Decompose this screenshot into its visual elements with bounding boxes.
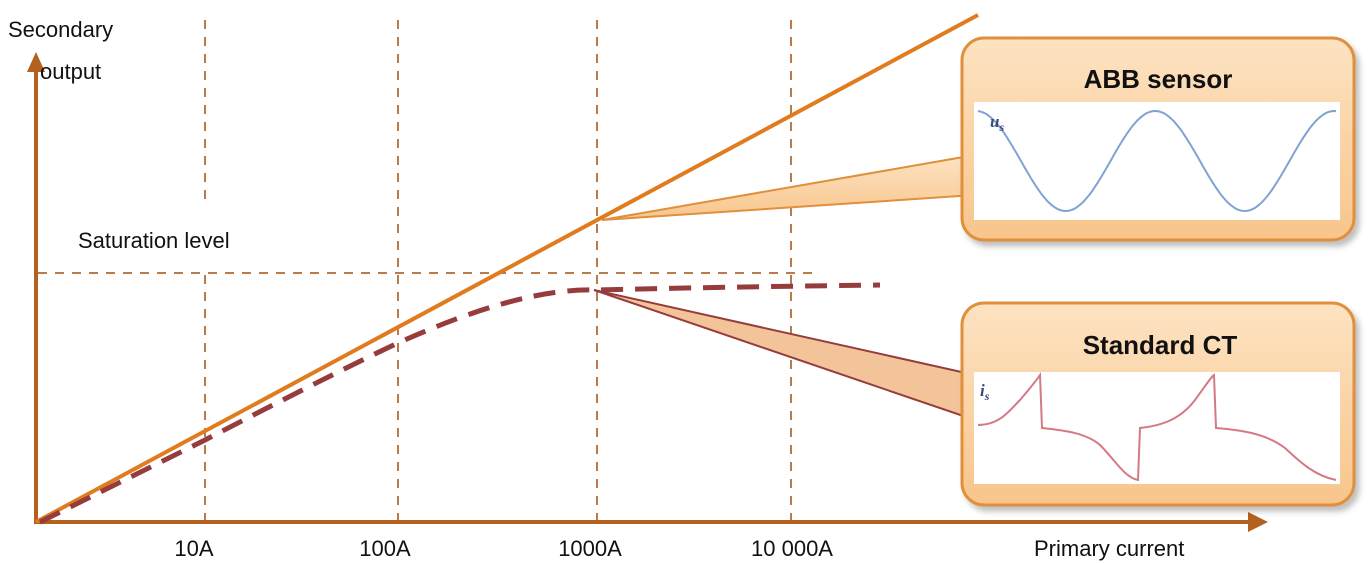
ct-signal-label: is — [980, 381, 990, 403]
ct-callout-pointer — [593, 289, 976, 422]
x-tick-10000a: 10 000A — [751, 536, 833, 561]
sensor-waveform — [977, 109, 1337, 213]
sensor-signal-label: us — [990, 112, 1004, 134]
y-axis-label-line2: output — [40, 59, 101, 84]
y-axis-label-line1: Secondary — [8, 17, 113, 42]
x-axis-arrow — [1248, 512, 1268, 532]
x-tick-100a: 100A — [359, 536, 411, 561]
ct-callout-title: Standard CT — [1083, 330, 1238, 360]
vertical-gridlines — [204, 20, 792, 522]
sensor-linear-line — [35, 13, 979, 524]
axes — [27, 52, 1268, 532]
x-axis-label: Primary current — [1034, 536, 1184, 561]
x-tick-1000a: 1000A — [558, 536, 622, 561]
ct-saturation-curve — [38, 282, 881, 525]
sensor-waveform-panel — [974, 102, 1340, 220]
saturation-level-label: Saturation level — [78, 228, 230, 253]
ct-waveform — [977, 371, 1337, 482]
x-tick-10a: 10A — [174, 536, 213, 561]
ct-waveform-panel — [974, 372, 1340, 484]
sensor-callout-title: ABB sensor — [1084, 64, 1233, 94]
y-axis-arrow — [27, 52, 45, 72]
